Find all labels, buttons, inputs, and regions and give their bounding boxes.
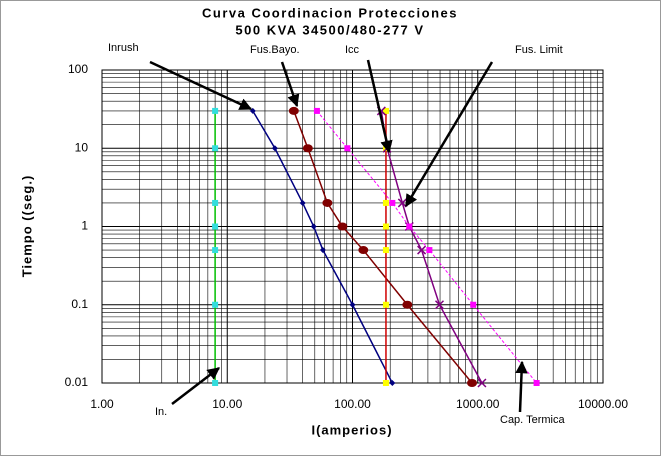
series bbox=[212, 107, 219, 386]
data-point bbox=[477, 378, 487, 388]
data-point bbox=[322, 198, 333, 207]
data-point bbox=[212, 301, 219, 308]
data-point bbox=[402, 300, 413, 309]
data-point bbox=[344, 145, 351, 152]
data-point bbox=[302, 144, 313, 153]
y-tick-label: 10 bbox=[75, 140, 89, 154]
data-point bbox=[382, 380, 389, 386]
data-point bbox=[382, 199, 389, 206]
data-point bbox=[434, 300, 445, 310]
x-tick-label: 10.00 bbox=[212, 397, 242, 411]
x-tick-label: 1000.00 bbox=[456, 397, 500, 411]
callout-arrow bbox=[404, 61, 494, 208]
data-point bbox=[212, 107, 219, 114]
data-point bbox=[467, 379, 478, 387]
data-point bbox=[337, 222, 348, 231]
data-point bbox=[349, 301, 356, 308]
chart-subtitle: 500 KVA 34500/480-277 V bbox=[235, 22, 424, 37]
data-point bbox=[212, 145, 219, 152]
series bbox=[249, 107, 396, 386]
data-point bbox=[212, 223, 219, 230]
data-point bbox=[382, 247, 389, 254]
series-label: Fus.Bayo. bbox=[250, 44, 300, 56]
x-tick-label: 1.00 bbox=[90, 397, 114, 411]
plot-border bbox=[101, 69, 604, 384]
data-point bbox=[397, 198, 407, 208]
data-point bbox=[319, 247, 326, 254]
data-point bbox=[358, 246, 369, 255]
data-point bbox=[470, 301, 477, 308]
series-label: Fus. Limit bbox=[515, 44, 563, 56]
data-point bbox=[382, 223, 389, 230]
data-point bbox=[299, 199, 306, 206]
x-tick-label: 10000.00 bbox=[578, 397, 628, 411]
data-point bbox=[426, 247, 433, 254]
series-label: In. bbox=[155, 406, 167, 418]
chart-title: Curva Coordinacion Protecciones bbox=[202, 5, 458, 20]
series-label: Icc bbox=[345, 44, 360, 56]
callout-arrow bbox=[149, 60, 253, 111]
data-point bbox=[417, 245, 427, 255]
data-point bbox=[389, 199, 396, 206]
data-point bbox=[310, 223, 317, 230]
y-tick-label: 0.1 bbox=[71, 297, 88, 311]
data-point bbox=[288, 106, 299, 115]
y-tick-label: 100 bbox=[68, 62, 88, 76]
data-point bbox=[406, 223, 413, 230]
series bbox=[313, 107, 540, 386]
data-point bbox=[533, 380, 540, 386]
callout-arrow bbox=[515, 360, 528, 413]
callout-arrow bbox=[366, 59, 393, 154]
callout-arrow bbox=[171, 367, 220, 405]
y-tick-label: 0.01 bbox=[65, 375, 89, 389]
data-point bbox=[212, 247, 219, 254]
x-tick-label: 100.00 bbox=[334, 397, 371, 411]
data-point bbox=[212, 380, 219, 386]
data-point bbox=[382, 107, 389, 114]
series-label: Cap. Termica bbox=[500, 414, 565, 426]
callout-arrow bbox=[280, 61, 300, 108]
series bbox=[288, 106, 478, 387]
y-tick-label: 1 bbox=[81, 219, 88, 233]
data-point bbox=[313, 107, 320, 114]
x-axis-title: I(amperios) bbox=[311, 422, 392, 437]
data-point bbox=[382, 301, 389, 308]
data-point bbox=[212, 199, 219, 206]
data-point bbox=[389, 380, 396, 386]
y-axis-title: Tiempo ((seg.) bbox=[19, 175, 34, 278]
data-point bbox=[271, 145, 278, 152]
series-label: Inrush bbox=[108, 42, 139, 54]
